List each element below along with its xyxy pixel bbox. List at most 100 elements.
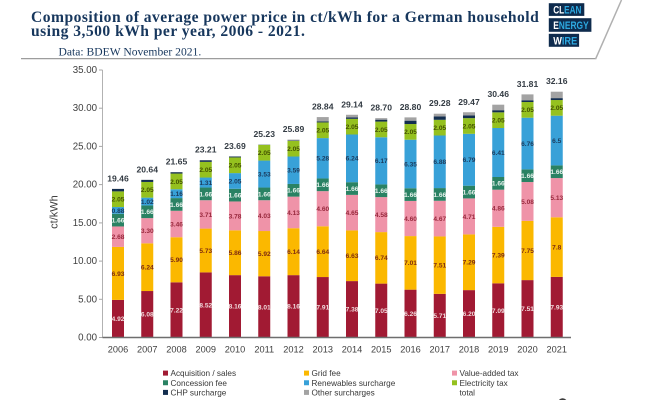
svg-text:1.66: 1.66	[112, 217, 125, 224]
svg-text:20.64: 20.64	[136, 164, 158, 174]
svg-text:2017: 2017	[430, 345, 450, 355]
svg-text:21.65: 21.65	[166, 157, 188, 167]
svg-text:2.05: 2.05	[550, 105, 563, 112]
svg-text:2009: 2009	[196, 345, 216, 355]
svg-text:4.65: 4.65	[346, 210, 359, 217]
svg-text:7.51: 7.51	[433, 263, 446, 270]
svg-text:8.52: 8.52	[199, 302, 212, 309]
svg-text:29.28: 29.28	[429, 98, 451, 108]
svg-text:1.66: 1.66	[521, 173, 534, 180]
svg-text:3.78: 3.78	[229, 213, 242, 220]
svg-text:5.28: 5.28	[316, 156, 329, 163]
svg-text:1.66: 1.66	[199, 191, 212, 198]
svg-text:6.88: 6.88	[433, 159, 446, 166]
svg-text:5.08: 5.08	[521, 199, 534, 206]
svg-text:23.69: 23.69	[224, 141, 246, 151]
svg-text:4.71: 4.71	[463, 214, 476, 221]
svg-text:5.71: 5.71	[433, 313, 446, 320]
svg-text:3.46: 3.46	[170, 221, 183, 228]
svg-text:6.41: 6.41	[492, 150, 505, 157]
svg-text:2013: 2013	[313, 345, 333, 355]
svg-text:3.53: 3.53	[258, 171, 271, 178]
svg-text:WIRE: WIRE	[553, 35, 577, 47]
svg-text:1.66: 1.66	[550, 169, 563, 176]
svg-text:6.08: 6.08	[141, 312, 154, 319]
svg-text:6.26: 6.26	[404, 311, 417, 318]
svg-text:8.16: 8.16	[287, 304, 300, 311]
svg-text:1.16: 1.16	[170, 191, 183, 198]
svg-text:2.05: 2.05	[199, 167, 212, 174]
svg-text:7.8: 7.8	[552, 244, 561, 251]
svg-text:6.24: 6.24	[346, 156, 359, 163]
svg-text:ct/kWh: ct/kWh	[49, 195, 61, 229]
svg-text:2.68: 2.68	[112, 234, 125, 241]
svg-text:6.93: 6.93	[112, 271, 125, 278]
svg-text:6.64: 6.64	[316, 249, 329, 256]
svg-text:2014: 2014	[342, 345, 362, 355]
svg-text:1.66: 1.66	[404, 192, 417, 199]
svg-text:15.00: 15.00	[73, 218, 98, 229]
svg-text:29.47: 29.47	[458, 97, 480, 107]
svg-text:31.81: 31.81	[517, 79, 539, 89]
svg-text:7.22: 7.22	[170, 307, 183, 314]
svg-text:4.58: 4.58	[375, 212, 388, 219]
svg-text:3.30: 3.30	[141, 228, 154, 235]
svg-text:1.66: 1.66	[141, 209, 154, 216]
svg-text:2.05: 2.05	[404, 129, 417, 136]
svg-text:2.05: 2.05	[229, 163, 242, 170]
svg-text:4.60: 4.60	[316, 206, 329, 213]
svg-text:CHP surcharge: CHP surcharge	[171, 388, 227, 397]
svg-text:2.05: 2.05	[346, 124, 359, 131]
svg-text:8.01: 8.01	[258, 304, 271, 311]
svg-text:4.60: 4.60	[404, 216, 417, 223]
svg-text:2010: 2010	[225, 345, 245, 355]
svg-text:10.00: 10.00	[73, 256, 98, 267]
svg-text:7.39: 7.39	[492, 252, 505, 259]
svg-text:6.24: 6.24	[141, 265, 154, 272]
svg-text:1.66: 1.66	[463, 189, 476, 196]
svg-text:6.74: 6.74	[375, 255, 388, 262]
svg-text:Electricity tax: Electricity tax	[460, 379, 508, 388]
svg-text:1.66: 1.66	[170, 202, 183, 209]
svg-text:8.16: 8.16	[229, 304, 242, 311]
svg-text:7.01: 7.01	[404, 260, 417, 267]
svg-text:4.92: 4.92	[112, 316, 125, 323]
svg-text:1.66: 1.66	[492, 181, 505, 188]
svg-text:Other surcharges: Other surcharges	[312, 388, 375, 397]
svg-text:35.00: 35.00	[73, 65, 98, 76]
svg-text:1.66: 1.66	[375, 188, 388, 195]
svg-text:30.46: 30.46	[487, 89, 509, 99]
svg-text:1.66: 1.66	[258, 191, 271, 198]
svg-text:2.05: 2.05	[287, 146, 300, 153]
svg-text:ENERGY: ENERGY	[553, 20, 589, 32]
svg-text:28.80: 28.80	[400, 102, 422, 112]
svg-text:6.35: 6.35	[404, 161, 417, 168]
svg-text:6.63: 6.63	[346, 253, 359, 260]
svg-text:25.23: 25.23	[253, 129, 275, 139]
svg-text:1.66: 1.66	[316, 182, 329, 189]
svg-text:28.70: 28.70	[370, 103, 392, 113]
svg-text:1.66: 1.66	[229, 192, 242, 199]
svg-text:2.05: 2.05	[258, 150, 271, 157]
svg-text:Data: BDEW November 2021.: Data: BDEW November 2021.	[59, 46, 202, 59]
svg-text:32.16: 32.16	[546, 76, 568, 86]
svg-text:2.05: 2.05	[521, 107, 534, 114]
svg-text:7.09: 7.09	[492, 308, 505, 315]
svg-text:6.79: 6.79	[463, 157, 476, 164]
svg-text:2.05: 2.05	[463, 123, 476, 130]
svg-text:5.86: 5.86	[229, 250, 242, 257]
svg-text:5.73: 5.73	[199, 248, 212, 255]
svg-text:CLEAN: CLEAN	[553, 5, 581, 17]
svg-text:2.05: 2.05	[316, 128, 329, 135]
svg-text:2.05: 2.05	[170, 179, 183, 186]
svg-text:5.00: 5.00	[78, 294, 97, 305]
svg-text:7.51: 7.51	[521, 306, 534, 313]
svg-text:6.14: 6.14	[287, 249, 300, 256]
svg-text:7.38: 7.38	[346, 307, 359, 314]
svg-text:5.92: 5.92	[258, 251, 271, 258]
svg-text:using 3,500 kWh per year, 2006: using 3,500 kWh per year, 2006 - 2021.	[31, 23, 305, 40]
svg-text:5.13: 5.13	[550, 195, 563, 202]
svg-text:7.93: 7.93	[550, 305, 563, 312]
svg-text:2.05: 2.05	[141, 187, 154, 194]
svg-text:25.89: 25.89	[283, 124, 305, 134]
